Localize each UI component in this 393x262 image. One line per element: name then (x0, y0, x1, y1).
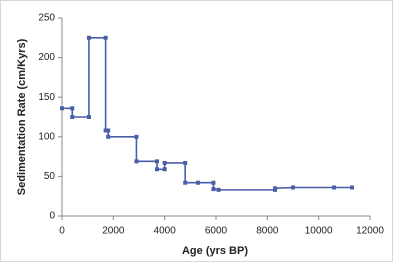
data-point (211, 180, 216, 185)
data-point (162, 167, 167, 172)
data-point (134, 159, 139, 164)
y-tick-label: 50 (44, 171, 56, 182)
data-point (211, 187, 216, 192)
y-tick-label: 100 (38, 131, 55, 142)
y-tick-label: 0 (49, 211, 55, 222)
data-point (154, 167, 159, 172)
data-point (86, 115, 91, 119)
data-point (103, 35, 108, 40)
data-point (134, 134, 139, 139)
x-tick-label: 10000 (305, 226, 333, 237)
data-point (154, 159, 159, 164)
data-point (183, 180, 188, 185)
data-point (291, 185, 295, 190)
y-tick-label: 150 (38, 92, 55, 103)
data-point (70, 115, 75, 119)
data-point (350, 185, 355, 190)
data-point (106, 134, 111, 139)
data-point (86, 35, 91, 40)
data-point (273, 186, 278, 191)
data-point (162, 160, 167, 165)
x-tick-label: 2000 (102, 226, 125, 237)
y-tick-label: 250 (38, 13, 55, 24)
data-point (60, 106, 64, 111)
data-line (62, 36, 353, 191)
data-point (106, 128, 111, 133)
data-point (183, 160, 188, 165)
x-tick-label: 0 (59, 226, 65, 237)
x-tick-label: 4000 (154, 226, 177, 237)
x-tick-label: 8000 (256, 226, 279, 237)
x-tick-label: 12000 (356, 226, 384, 237)
data-point (216, 187, 221, 192)
y-tick-label: 200 (38, 52, 55, 63)
y-axis-title: Sedimentation Rate (cm/Kyrs) (16, 38, 28, 195)
data-point (332, 185, 337, 190)
data-point (70, 106, 75, 111)
data-point (196, 180, 201, 185)
x-axis-title: Age (yrs BP) (182, 245, 248, 257)
x-tick-label: 6000 (205, 226, 228, 237)
data-point (103, 128, 108, 133)
